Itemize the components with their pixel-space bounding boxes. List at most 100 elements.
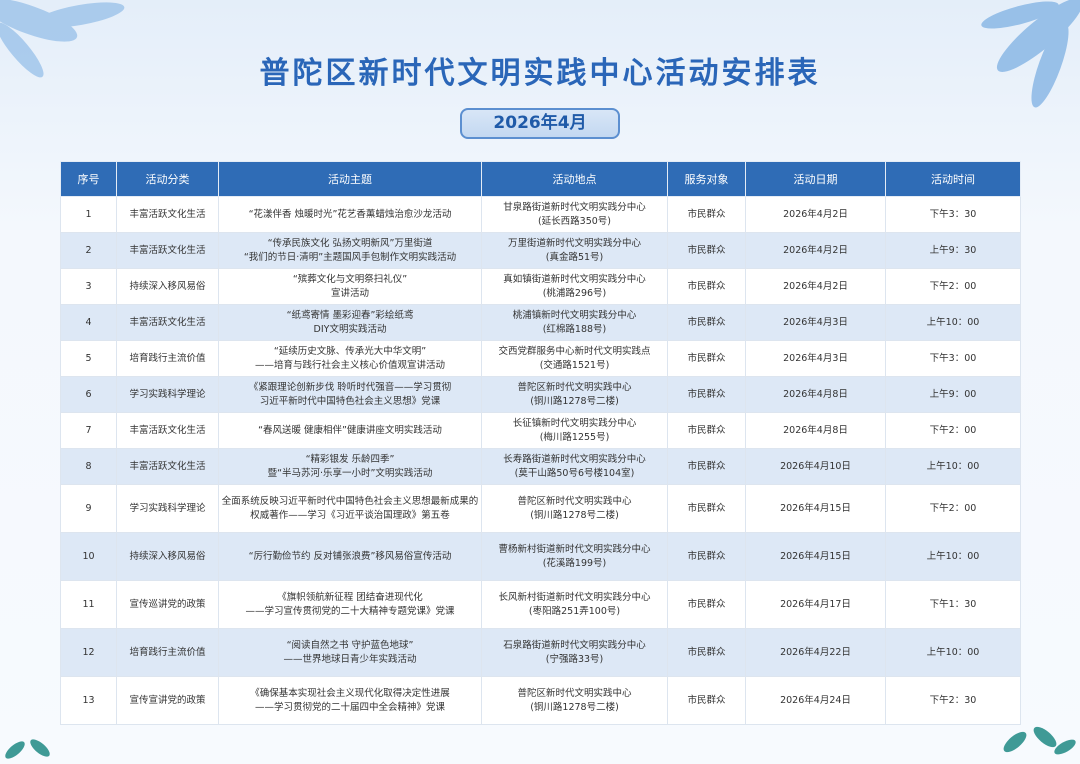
cell-time-text: 上午10：00 [926, 550, 980, 562]
cell-theme-line: 《紧跟理论创新步伐 聆听时代强音——学习贯彻 [248, 381, 452, 393]
palm-leaf-icon [0, 0, 125, 78]
cell-no: 1 [60, 196, 117, 233]
cell-category: 培育践行主流价值 [116, 340, 219, 377]
cell-theme-line: ——培育与践行社会主义核心价值观宣讲活动 [254, 359, 445, 371]
cell-time-text: 下午3：30 [929, 208, 977, 220]
cell-theme-line: “纸鸢寄情 墨彩迎春”彩绘纸鸢 [286, 309, 414, 321]
table-header: 序号 活动分类 活动主题 活动地点 服务对象 活动日期 活动时间 [60, 161, 1021, 197]
cell-target-text: 市民群众 [687, 598, 726, 610]
cell-category-text: 丰富活跃文化生活 [129, 208, 206, 220]
cell-date: 2026年4月15日 [745, 484, 886, 533]
cell-place-line: (梅川路1255号) [539, 431, 610, 443]
header-target: 服务对象 [667, 161, 746, 197]
cell-no-text: 13 [82, 694, 95, 706]
cell-place-line: 曹杨新村街道新时代文明实践分中心 [498, 543, 651, 555]
cell-place-line: 甘泉路街道新时代文明实践分中心 [503, 201, 646, 213]
cell-theme-line: “春风送暖 健康相伴”健康讲座文明实践活动 [258, 424, 442, 436]
cell-target-text: 市民群众 [687, 550, 726, 562]
cell-place: 普陀区新时代文明实践中心 (铜川路1278号二楼) [481, 676, 668, 725]
cell-category: 丰富活跃文化生活 [116, 232, 219, 269]
cell-theme: “阅读自然之书 守护蓝色地球” ——世界地球日青少年实践活动 [218, 628, 482, 677]
cell-place-line: (交通路1521号) [539, 359, 610, 371]
header-time: 活动时间 [885, 161, 1021, 197]
cell-category: 持续深入移风易俗 [116, 268, 219, 305]
cell-place-line: (延长西路350号) [537, 215, 612, 227]
cell-no: 3 [60, 268, 117, 305]
cell-date-text: 2026年4月3日 [783, 316, 848, 328]
table-row: 4 丰富活跃文化生活 “纸鸢寄情 墨彩迎春”彩绘纸鸢 DIY文明实践活动 桃浦镇新时代文… [60, 304, 1021, 341]
cell-date-text: 2026年4月10日 [780, 460, 851, 472]
cell-theme-line: “我们的节日·清明”主题国风手包制作文明实践活动 [243, 251, 457, 263]
cell-target: 市民群众 [667, 304, 746, 341]
cell-place-line: 万里街道新时代文明实践分中心 [507, 237, 641, 249]
cell-time: 上午10：00 [885, 532, 1021, 581]
cell-date: 2026年4月2日 [745, 196, 886, 233]
cell-place-line: (铜川路1278号二楼) [530, 395, 619, 407]
cell-no-text: 6 [85, 388, 92, 400]
cell-place-line: 长征镇新时代文明实践分中心 [512, 417, 637, 429]
cell-theme-line: DIY文明实践活动 [313, 323, 387, 335]
cell-place-line: (真金路51号) [545, 251, 604, 263]
cell-target: 市民群众 [667, 196, 746, 233]
cell-time: 上午10：00 [885, 628, 1021, 677]
cell-place-line: (铜川路1278号二楼) [530, 701, 619, 713]
cell-place: 真如镇街道新时代文明实践分中心 (桃浦路296号) [481, 268, 668, 305]
cell-place-line: (花溪路199号) [542, 557, 607, 569]
cell-time-text: 下午2：30 [929, 694, 977, 706]
cell-date-text: 2026年4月2日 [783, 244, 848, 256]
table-row: 13 宣传宣讲党的政策 《确保基本实现社会主义现代化取得决定性进展 ——学习贯彻党的二… [60, 676, 1021, 725]
cell-no-text: 8 [85, 460, 92, 472]
cell-theme-line: 暨“半马苏河·乐享一小时”文明实践活动 [267, 467, 433, 479]
cell-target-text: 市民群众 [687, 424, 726, 436]
header-category: 活动分类 [116, 161, 219, 197]
cell-place-line: (红棉路188号) [542, 323, 607, 335]
cell-category: 丰富活跃文化生活 [116, 304, 219, 341]
table-row: 1 丰富活跃文化生活 “花漾伴香 烛暖时光”花艺香薰蜡烛治愈沙龙活动 甘泉路街道新时代… [60, 196, 1021, 233]
cell-time: 上午10：00 [885, 304, 1021, 341]
header-theme: 活动主题 [218, 161, 482, 197]
plant-icon [1003, 726, 1076, 755]
cell-theme-line: “花漾伴香 烛暖时光”花艺香薰蜡烛治愈沙龙活动 [248, 208, 452, 220]
cell-time-text: 下午2：00 [929, 502, 977, 514]
cell-category-text: 丰富活跃文化生活 [129, 460, 206, 472]
cell-theme: 全面系统反映习近平新时代中国特色社会主义思想最新成果的 权威著作——学习《习近平谈… [218, 484, 482, 533]
cell-place-line: (宁强路33号) [545, 653, 604, 665]
cell-date-text: 2026年4月22日 [780, 646, 851, 658]
cell-category-text: 丰富活跃文化生活 [129, 316, 206, 328]
table-row: 12 培育践行主流价值 “阅读自然之书 守护蓝色地球” ——世界地球日青少年实践活动 石… [60, 628, 1021, 677]
cell-date-text: 2026年4月8日 [783, 388, 848, 400]
cell-theme: “殡葬文化与文明祭扫礼仪” 宣讲活动 [218, 268, 482, 305]
cell-date: 2026年4月3日 [745, 340, 886, 377]
cell-theme-line: 宣讲活动 [330, 287, 369, 299]
cell-place-line: (莫干山路50号6号楼104室) [514, 467, 635, 479]
cell-theme-line: 《确保基本实现社会主义现代化取得决定性进展 [250, 687, 450, 699]
cell-place-line: 普陀区新时代文明实践中心 [517, 495, 632, 507]
activity-table: 序号 活动分类 活动主题 活动地点 服务对象 活动日期 活动时间 1 丰富活跃文化… [60, 161, 1021, 725]
cell-time: 下午3：30 [885, 196, 1021, 233]
cell-category: 丰富活跃文化生活 [116, 196, 219, 233]
cell-category: 丰富活跃文化生活 [116, 448, 219, 485]
cell-no-text: 10 [82, 550, 95, 562]
cell-time: 下午2：30 [885, 676, 1021, 725]
cell-no: 4 [60, 304, 117, 341]
cell-time-text: 上午10：00 [926, 316, 980, 328]
cell-no: 8 [60, 448, 117, 485]
cell-no-text: 1 [85, 208, 92, 220]
cell-theme-line: 权威著作——学习《习近平谈治国理政》第五卷 [250, 509, 450, 521]
cell-theme-line: “厉行勤俭节约 反对铺张浪费”移风易俗宣传活动 [248, 550, 452, 562]
cell-theme-line: 全面系统反映习近平新时代中国特色社会主义思想最新成果的 [221, 495, 479, 507]
cell-target-text: 市民群众 [687, 244, 726, 256]
cell-time: 下午2：00 [885, 268, 1021, 305]
cell-target: 市民群众 [667, 532, 746, 581]
cell-theme: “精彩银发 乐龄四季” 暨“半马苏河·乐享一小时”文明实践活动 [218, 448, 482, 485]
cell-category-text: 培育践行主流价值 [129, 646, 206, 658]
cell-place: 交西党群服务中心新时代文明实践点 (交通路1521号) [481, 340, 668, 377]
table-row: 6 学习实践科学理论 《紧跟理论创新步伐 聆听时代强音——学习贯彻 习近平新时代中国特… [60, 376, 1021, 413]
table-row: 11 宣传巡讲党的政策 《旗帜领航新征程 团结奋进现代化 ——学习宣传贯彻党的二十大精… [60, 580, 1021, 629]
cell-no-text: 2 [85, 244, 92, 256]
cell-date: 2026年4月17日 [745, 580, 886, 629]
cell-place-line: (桃浦路296号) [542, 287, 607, 299]
cell-time: 上午9：30 [885, 232, 1021, 269]
cell-category-text: 学习实践科学理论 [129, 388, 206, 400]
table-row: 10 持续深入移风易俗 “厉行勤俭节约 反对铺张浪费”移风易俗宣传活动 曹杨新村街道新… [60, 532, 1021, 581]
